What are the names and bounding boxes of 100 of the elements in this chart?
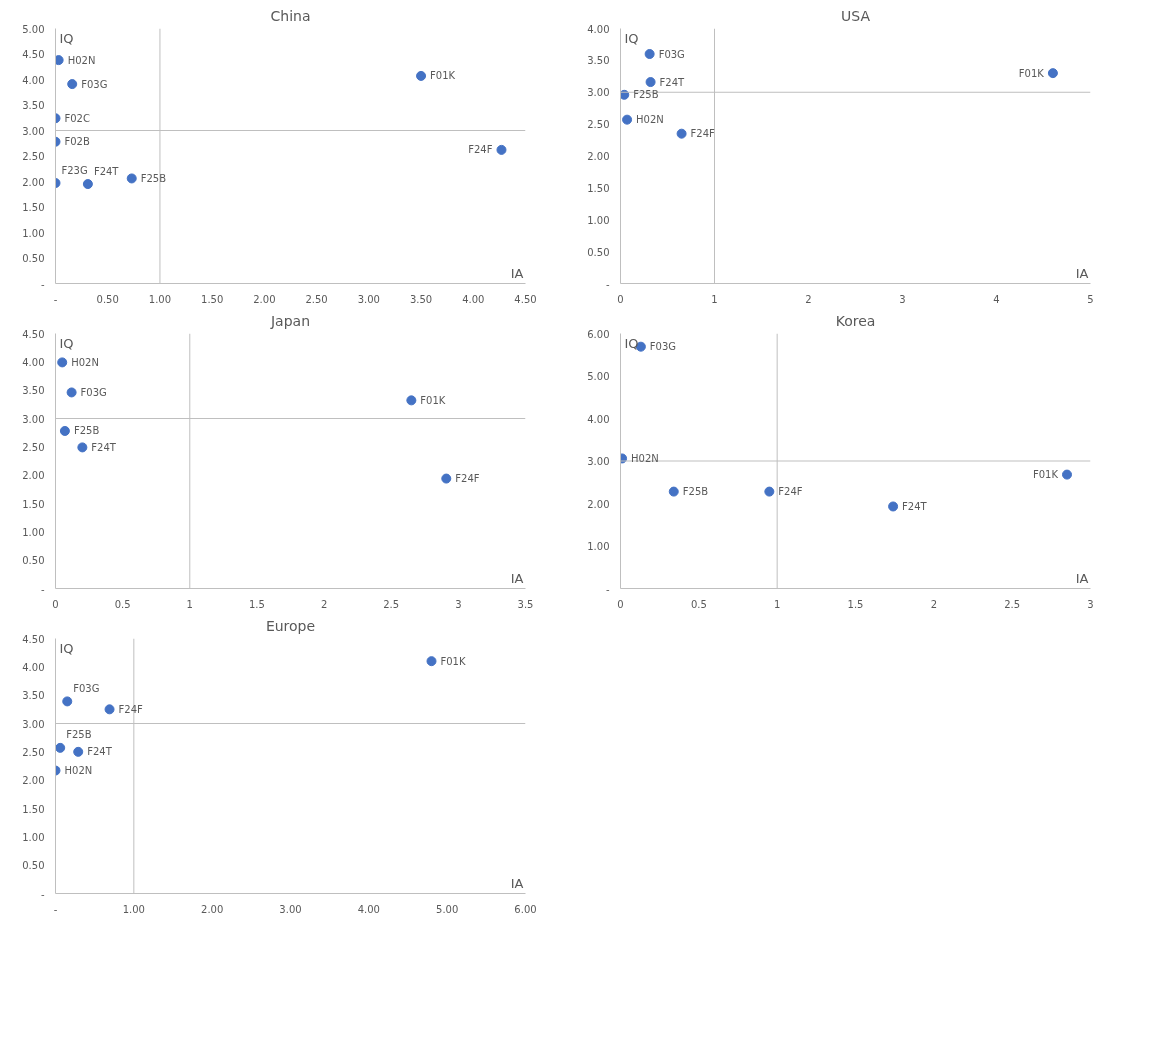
y-tick-label: 2.50 (22, 151, 45, 162)
x-tick-label: 3.00 (357, 293, 380, 305)
x-tick-label: 3.5 (517, 598, 534, 610)
annotation: F24F (118, 703, 144, 715)
y-tick-label: 4.50 (22, 49, 45, 60)
annotation: H02N (636, 114, 664, 126)
x-tick-label: 0.50 (96, 293, 119, 305)
annotation: F24F (468, 144, 493, 156)
annotation: H02N (67, 54, 96, 66)
x-tick-label: 1.00 (122, 903, 145, 915)
y-tick-label: 3.00 (587, 87, 610, 99)
y-tick-label: 4.50 (22, 633, 45, 645)
y-tick-label: 4.00 (587, 23, 610, 35)
chart-title: USA (841, 7, 871, 24)
annotation: F01K (1018, 67, 1045, 79)
y-tick-label: 1.50 (22, 498, 45, 510)
annotation: F03G (81, 78, 108, 90)
annotation: F25B (66, 729, 92, 741)
x-tick-label: 1 (773, 598, 781, 610)
annotation: F01K (420, 394, 446, 406)
x-tick-label: 1.50 (201, 293, 224, 305)
annotation: H02N (64, 765, 93, 777)
x-tick-label: 1.5 (847, 598, 864, 610)
x-tick-label: - (53, 293, 58, 305)
annotation: F03G (73, 682, 100, 694)
y-tick-label: 4.00 (587, 413, 610, 425)
x-tick-label: 2.00 (201, 903, 224, 915)
x-tick-label: 1.5 (248, 598, 265, 610)
annotation: F24F (690, 128, 716, 140)
x-axis-title: IA (1075, 265, 1089, 281)
y-axis-title: IQ (59, 335, 74, 351)
x-tick-label: 3 (1087, 598, 1094, 610)
annotation: F23G (61, 164, 88, 176)
annotation: F24F (778, 486, 803, 498)
x-axis-title: IA (1075, 570, 1089, 586)
y-axis-title: IQ (624, 335, 639, 351)
chart-title: Korea (835, 312, 876, 329)
x-tick-label: 1.00 (148, 293, 172, 305)
y-tick-label: 6.00 (587, 328, 610, 340)
y-tick-label: - (40, 278, 45, 290)
x-tick-label: 3.50 (409, 293, 433, 305)
y-tick-label: 2.50 (22, 746, 45, 758)
x-tick-label: 0 (617, 293, 624, 305)
y-tick-label: 3.50 (22, 385, 45, 397)
x-tick-label: 3 (899, 293, 906, 305)
annotation: F24F (455, 473, 480, 485)
x-tick-label: 2.50 (305, 293, 328, 305)
y-tick-label: 2.00 (22, 775, 45, 787)
x-tick-label: 2 (805, 293, 812, 305)
x-tick-label: 5.00 (436, 903, 459, 915)
y-tick-label: 4.00 (22, 661, 45, 673)
chart-title: Japan (269, 312, 311, 329)
chart-title: China (270, 7, 311, 24)
x-tick-label: 3 (455, 598, 462, 610)
x-tick-label: 2 (930, 598, 938, 610)
x-tick-label: 0 (617, 598, 624, 610)
x-tick-label: 2.00 (253, 293, 276, 305)
annotation: F02B (64, 136, 90, 148)
annotation: F24T (87, 746, 113, 758)
y-tick-label: 4.00 (22, 74, 45, 86)
annotation: F25B (73, 425, 100, 437)
y-tick-label: 3.00 (22, 718, 45, 730)
y-tick-label: 0.50 (22, 555, 45, 567)
x-tick-label: 0.5 (690, 598, 707, 610)
y-tick-label: 5.00 (587, 371, 610, 382)
y-tick-label: 0.50 (22, 253, 45, 264)
y-tick-label: 1.00 (22, 526, 45, 538)
annotation: F24T (91, 441, 117, 453)
chart-title: Europe (265, 617, 316, 634)
x-tick-label: 2.5 (1004, 598, 1021, 610)
y-tick-label: 2.00 (22, 470, 45, 482)
y-tick-label: 2.00 (587, 151, 610, 162)
x-tick-label: - (53, 903, 58, 915)
x-tick-label: 4.50 (514, 293, 537, 305)
annotation: F01K (1032, 469, 1059, 481)
y-tick-label: 2.50 (587, 119, 610, 131)
y-tick-label: - (605, 278, 610, 290)
x-tick-label: 5 (1087, 293, 1094, 305)
y-tick-label: 3.00 (587, 456, 610, 467)
y-tick-label: 3.50 (22, 690, 45, 702)
y-tick-label: - (40, 888, 45, 900)
y-tick-label: 0.50 (587, 246, 610, 258)
y-tick-label: 1.50 (22, 803, 45, 815)
y-tick-label: 0.50 (22, 860, 45, 872)
y-axis-title: IQ (624, 30, 639, 46)
x-axis-title: IA (510, 265, 524, 281)
x-tick-label: 2.5 (383, 598, 400, 610)
y-tick-label: 1.50 (587, 182, 610, 194)
y-tick-label: - (40, 583, 45, 595)
annotation: F03G (80, 386, 107, 398)
x-tick-label: 4.00 (357, 903, 380, 915)
x-axis-title: IA (510, 570, 524, 586)
y-axis-title: IQ (59, 30, 74, 46)
annotation: F25B (633, 89, 659, 101)
annotation: F24T (902, 500, 928, 512)
x-tick-label: 6.00 (514, 903, 537, 915)
x-axis-title: IA (510, 875, 524, 891)
y-axis-title: IQ (59, 640, 74, 656)
x-tick-label: 1 (711, 293, 718, 305)
y-tick-label: 4.00 (22, 356, 45, 368)
